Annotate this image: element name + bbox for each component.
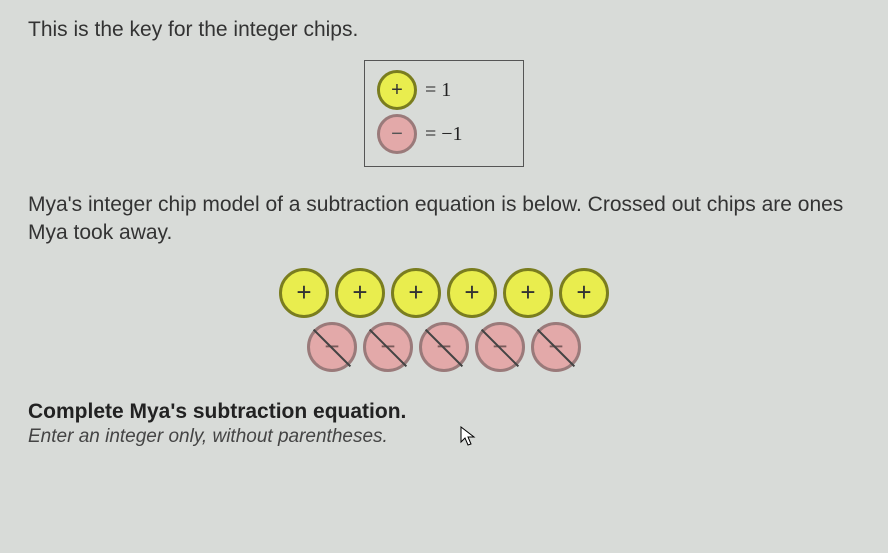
plus-chip: + xyxy=(279,268,329,318)
plus-chip-icon: + xyxy=(377,70,417,110)
key-eq-plus: = 1 xyxy=(425,79,451,102)
minus-chip: − xyxy=(307,322,357,372)
model-row-plus: ++++++ xyxy=(279,268,609,318)
prompt-subtitle: Enter an integer only, without parenthes… xyxy=(28,426,860,448)
model-description: Mya's integer chip model of a subtractio… xyxy=(28,191,860,248)
key-row-minus: − = −1 xyxy=(377,114,513,154)
minus-chip: − xyxy=(475,322,525,372)
plus-chip: + xyxy=(391,268,441,318)
plus-chip: + xyxy=(335,268,385,318)
plus-chip: + xyxy=(447,268,497,318)
intro-text: This is the key for the integer chips. xyxy=(28,18,860,42)
key-eq-minus: = −1 xyxy=(425,123,463,146)
key-row-plus: + = 1 xyxy=(377,70,513,110)
prompt-title: Complete Mya's subtraction equation. xyxy=(28,400,860,424)
plus-chip: + xyxy=(559,268,609,318)
minus-chip: − xyxy=(363,322,413,372)
minus-chip: − xyxy=(531,322,581,372)
minus-chip-icon: − xyxy=(377,114,417,154)
chip-model: ++++++ −−−−− xyxy=(28,268,860,372)
model-row-minus: −−−−− xyxy=(307,322,581,372)
minus-chip: − xyxy=(419,322,469,372)
key-legend-box: + = 1 − = −1 xyxy=(364,60,524,167)
plus-chip: + xyxy=(503,268,553,318)
